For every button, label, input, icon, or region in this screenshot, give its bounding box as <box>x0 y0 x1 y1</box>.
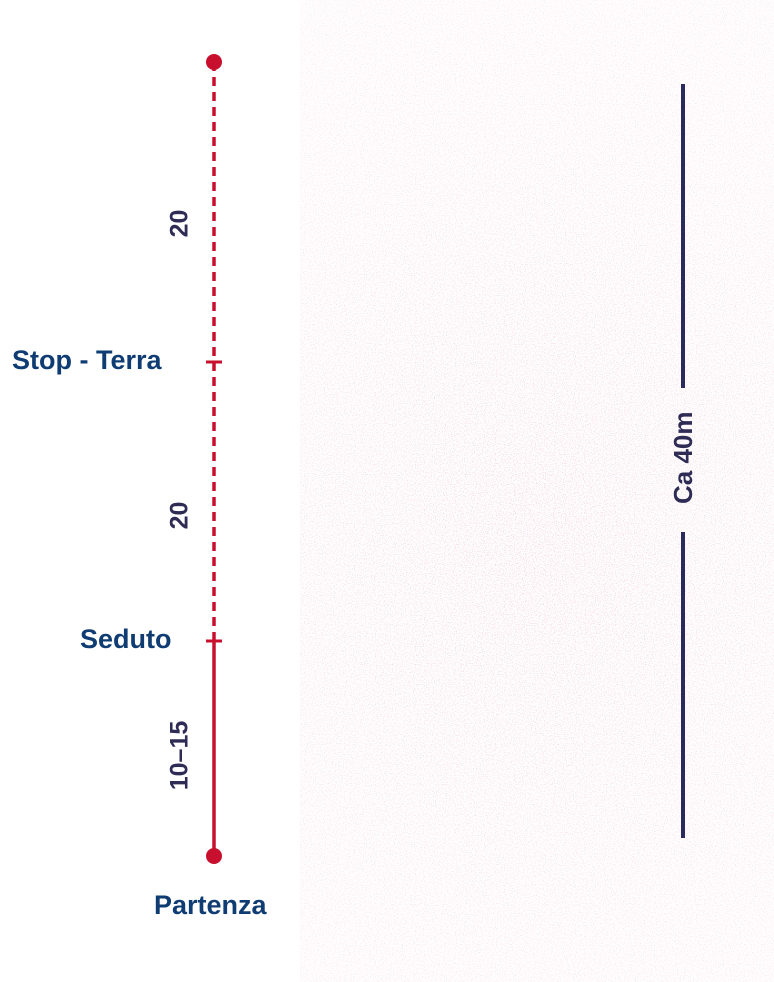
lower-segment-distance: 10–15 <box>165 720 194 791</box>
partenza-label: Partenza <box>154 890 267 920</box>
route-start-dot <box>206 848 222 864</box>
middle-segment-distance: 20 <box>165 501 194 530</box>
upper-segment-distance: 20 <box>165 209 194 238</box>
route-end-dot <box>206 54 222 70</box>
measure-label: Ca 40m <box>668 411 698 505</box>
seduto-label: Seduto <box>80 624 172 654</box>
stop-terra-label: Stop - Terra <box>12 345 162 375</box>
